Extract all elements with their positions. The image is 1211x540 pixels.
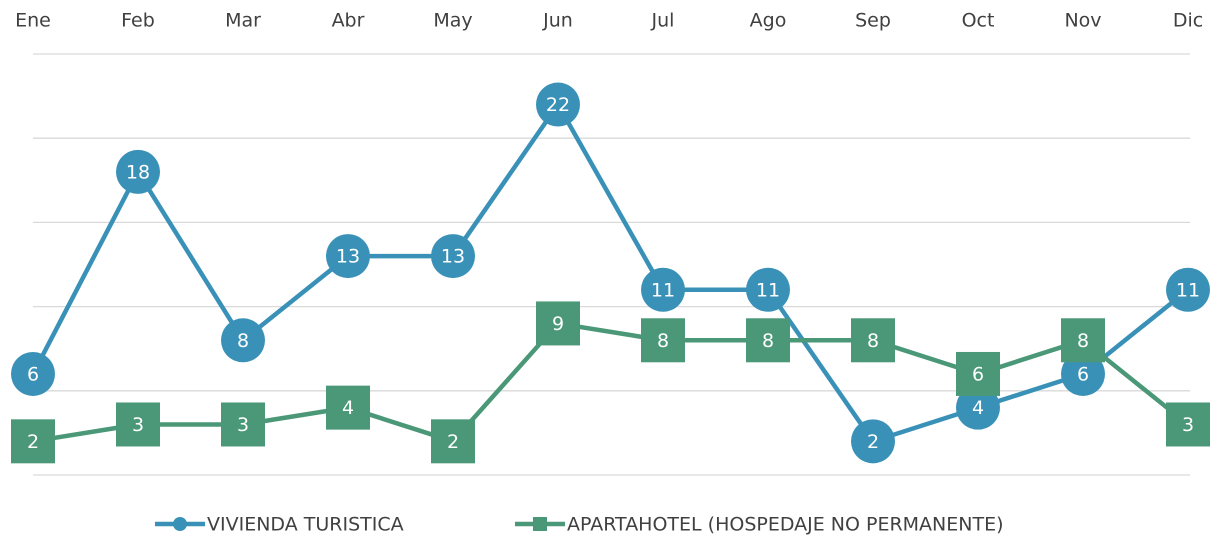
data-label: 2: [867, 431, 879, 453]
x-tick-label: Oct: [962, 10, 995, 32]
x-tick-label: Jul: [651, 10, 675, 32]
data-label: 4: [342, 397, 354, 419]
point-marker: [1061, 318, 1105, 363]
data-label: 2: [447, 431, 459, 453]
x-tick-label: Nov: [1064, 10, 1101, 32]
point-marker: [956, 351, 1000, 396]
point-marker: [536, 82, 580, 127]
point-marker: [11, 419, 55, 464]
x-tick-label: Ago: [750, 10, 787, 32]
point-marker: [326, 234, 370, 279]
point-marker: [116, 402, 160, 447]
point-marker: [851, 318, 895, 363]
legend-marker: [533, 517, 547, 531]
point-marker: [431, 234, 475, 279]
x-tick-label: Ene: [15, 10, 51, 32]
x-tick-label: Jun: [542, 10, 573, 32]
point-marker: [221, 402, 265, 447]
data-label: 3: [237, 414, 249, 436]
point-marker: [1166, 402, 1210, 447]
x-tick-label: Feb: [121, 10, 155, 32]
point-marker: [11, 351, 55, 396]
legend-label: APARTAHOTEL (HOSPEDAJE NO PERMANENTE): [567, 514, 1004, 536]
x-tick-label: Sep: [855, 10, 891, 32]
point-marker: [956, 385, 1000, 430]
data-label: 8: [237, 330, 249, 352]
data-label: 6: [1077, 363, 1089, 385]
data-label: 3: [1182, 414, 1194, 436]
point-marker: [851, 419, 895, 464]
point-marker: [641, 318, 685, 363]
data-label: 11: [1176, 279, 1200, 301]
point-marker: [536, 301, 580, 346]
data-label: 8: [657, 330, 669, 352]
data-label: 13: [336, 246, 360, 268]
data-label: 8: [762, 330, 774, 352]
point-marker: [746, 318, 790, 363]
data-label: 9: [552, 313, 564, 335]
data-label: 13: [441, 246, 465, 268]
point-marker: [221, 318, 265, 363]
point-marker: [1061, 351, 1105, 396]
data-label: 6: [27, 363, 39, 385]
series-line: [32, 321, 1190, 444]
data-label: 6: [972, 363, 984, 385]
x-tick-label: Dic: [1173, 10, 1203, 32]
x-tick-label: Abr: [332, 10, 365, 32]
point-marker: [326, 385, 370, 430]
data-label: 8: [1077, 330, 1089, 352]
data-label: 8: [867, 330, 879, 352]
data-label: 18: [126, 161, 150, 183]
point-marker: [1166, 267, 1210, 312]
data-label: 11: [756, 279, 780, 301]
point-marker: [431, 419, 475, 464]
legend-marker: [173, 517, 187, 531]
data-label: 4: [972, 397, 984, 419]
point-marker: [116, 149, 160, 194]
x-tick-label: May: [433, 10, 472, 32]
data-label: 3: [132, 414, 144, 436]
data-label: 11: [651, 279, 675, 301]
data-label: 2: [27, 431, 39, 453]
point-marker: [746, 267, 790, 312]
data-label: 22: [546, 94, 570, 116]
point-marker: [641, 267, 685, 312]
x-tick-label: Mar: [225, 10, 261, 32]
legend-label: VIVIENDA TURISTICA: [207, 514, 404, 536]
